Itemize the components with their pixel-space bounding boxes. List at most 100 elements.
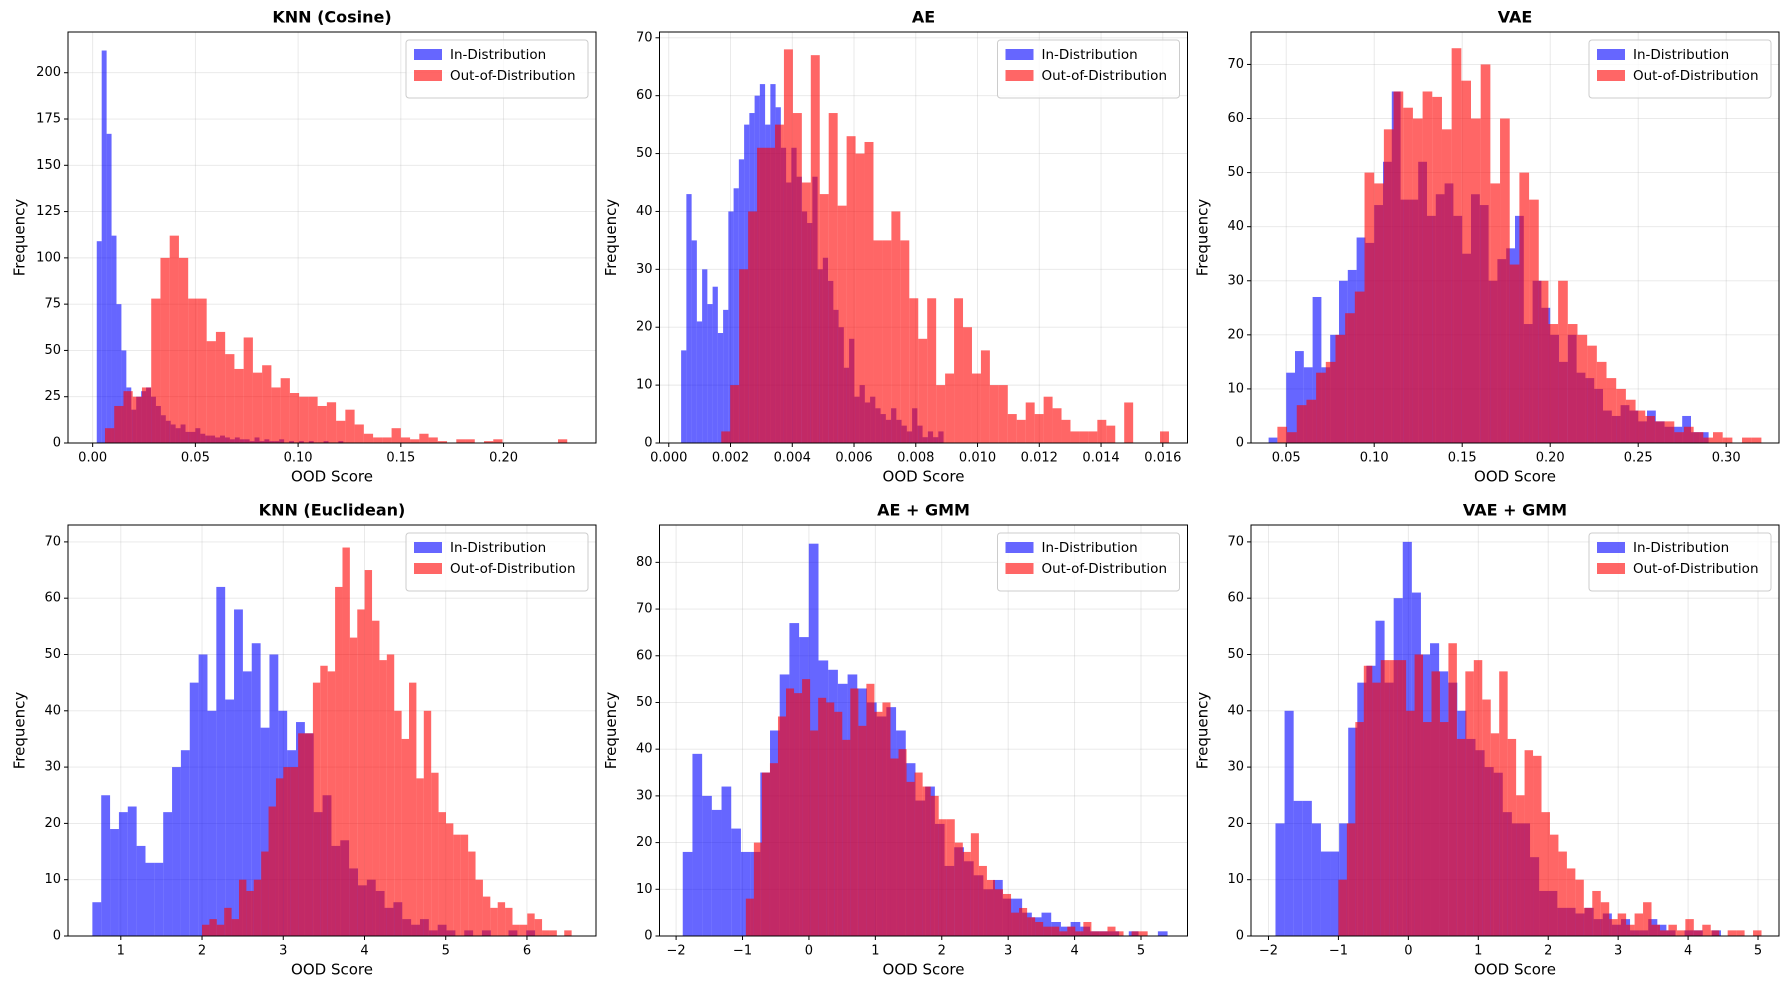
- histogram-bar: [761, 772, 770, 936]
- y-tick-label: 70: [636, 602, 653, 617]
- chart-title: VAE: [1498, 8, 1533, 27]
- histogram-bar: [802, 679, 811, 936]
- axes-frame: [659, 524, 1188, 937]
- subplot: 0.00 0.05 0.10 0.15 0.20 0 25 50 75 100 125 150 175 2…: [11, 8, 597, 486]
- x-tick-label: 5: [1754, 944, 1762, 959]
- histogram-bar: [400, 437, 411, 443]
- x-tick-label: 0.10: [284, 451, 313, 466]
- legend-swatch: [1597, 70, 1625, 81]
- x-tick-label: 1: [871, 944, 879, 959]
- histogram-bar: [936, 385, 946, 443]
- histogram-bar: [810, 730, 819, 936]
- histogram-bar: [946, 819, 955, 936]
- histogram-bar: [1389, 660, 1398, 936]
- histogram-bar: [1083, 921, 1092, 936]
- y-tick-label: 60: [636, 648, 653, 663]
- histogram-bar: [970, 833, 979, 936]
- x-tick-label: 0.010: [959, 451, 996, 466]
- histogram-bar: [460, 834, 469, 936]
- histogram-bar: [1316, 372, 1326, 443]
- histogram-bar: [379, 660, 387, 936]
- histogram-bar: [739, 269, 749, 443]
- histogram-bar: [711, 809, 722, 936]
- x-axis-label: OOD Score: [883, 468, 965, 486]
- histogram-bar: [954, 842, 963, 936]
- histogram-bar: [882, 240, 892, 443]
- y-tick-label: 50: [636, 146, 653, 161]
- y-tick-label: 10: [44, 872, 61, 887]
- histogram-bar: [1295, 351, 1304, 443]
- y-tick-label: 50: [636, 695, 653, 710]
- histogram-bar: [1668, 924, 1677, 936]
- histogram-bar: [357, 609, 365, 936]
- histogram-bar: [1157, 931, 1168, 936]
- histogram-bar: [438, 812, 446, 936]
- histogram-bar: [1007, 414, 1017, 443]
- histogram-bar: [712, 286, 718, 443]
- histogram-bar: [261, 851, 269, 936]
- y-axis-label: Frequency: [1194, 199, 1212, 277]
- x-tick-label: 0.20: [489, 451, 518, 466]
- histogram-bar: [1423, 722, 1432, 936]
- histogram-bar: [930, 795, 939, 936]
- histogram-bar: [1027, 917, 1036, 936]
- histogram-bar: [505, 907, 513, 936]
- histogram-bar: [1345, 313, 1355, 443]
- histogram-bar: [1703, 437, 1713, 443]
- y-tick-label: 125: [36, 204, 61, 219]
- histogram-bar: [731, 828, 741, 936]
- legend-box: [997, 39, 1180, 99]
- histogram-bar: [837, 205, 847, 443]
- histogram-bar: [954, 298, 964, 443]
- histogram-bar: [686, 194, 692, 443]
- histogram-bar: [1451, 48, 1462, 443]
- subplot: 0.000 0.002 0.004 0.006 0.008 0.010 0.012 0.014…: [602, 8, 1188, 486]
- legend-label: In-Distribution: [1042, 540, 1138, 556]
- x-tick-label: 0.016: [1144, 451, 1181, 466]
- histogram-bar: [1115, 931, 1124, 936]
- histogram-bar: [873, 240, 883, 443]
- histogram-bar: [512, 924, 520, 936]
- histogram-bar: [1335, 334, 1346, 443]
- histogram-bar: [1609, 919, 1618, 936]
- histogram-bar: [1284, 710, 1294, 936]
- histogram-bar: [445, 823, 454, 936]
- histogram-bar: [189, 682, 199, 936]
- histogram-bar: [1727, 930, 1737, 936]
- histogram-bar: [989, 385, 999, 443]
- x-tick-label: −2: [667, 944, 686, 959]
- histogram-bar: [106, 133, 112, 443]
- histogram-bar: [484, 441, 494, 443]
- histogram-bar: [846, 136, 856, 443]
- histogram-bar: [721, 431, 731, 443]
- legend-swatch: [1597, 563, 1625, 574]
- histogram-bar: [769, 763, 778, 936]
- histogram-bar: [172, 767, 181, 936]
- histogram-bar: [373, 437, 383, 443]
- legend-box: [1588, 532, 1772, 592]
- y-tick-label: 75: [44, 297, 61, 312]
- histogram-bar: [971, 373, 981, 443]
- histogram-bar: [326, 402, 337, 443]
- histogram-bar: [1617, 913, 1627, 936]
- histogram-bar: [1651, 924, 1660, 936]
- histogram-bar: [1710, 930, 1720, 936]
- legend-label: Out-of-Distribution: [450, 68, 576, 84]
- histogram-bar: [1500, 118, 1510, 444]
- y-tick-label: 10: [1227, 381, 1244, 396]
- histogram-bar: [145, 862, 155, 936]
- histogram-bar: [1753, 930, 1762, 936]
- histogram-bar: [927, 298, 937, 443]
- histogram-bar: [299, 396, 309, 443]
- histogram-bar: [998, 385, 1008, 443]
- y-tick-label: 50: [44, 343, 61, 358]
- chart-title: AE + GMM: [877, 501, 970, 520]
- histogram-bar: [1088, 431, 1098, 443]
- legend-box: [405, 532, 589, 592]
- legend-box: [997, 532, 1180, 592]
- y-tick-label: 20: [1227, 816, 1244, 831]
- histogram-bar: [251, 643, 261, 936]
- legend-swatch: [1005, 563, 1034, 574]
- histogram-bar: [1558, 851, 1567, 936]
- x-tick-label: 0.05: [1272, 451, 1301, 466]
